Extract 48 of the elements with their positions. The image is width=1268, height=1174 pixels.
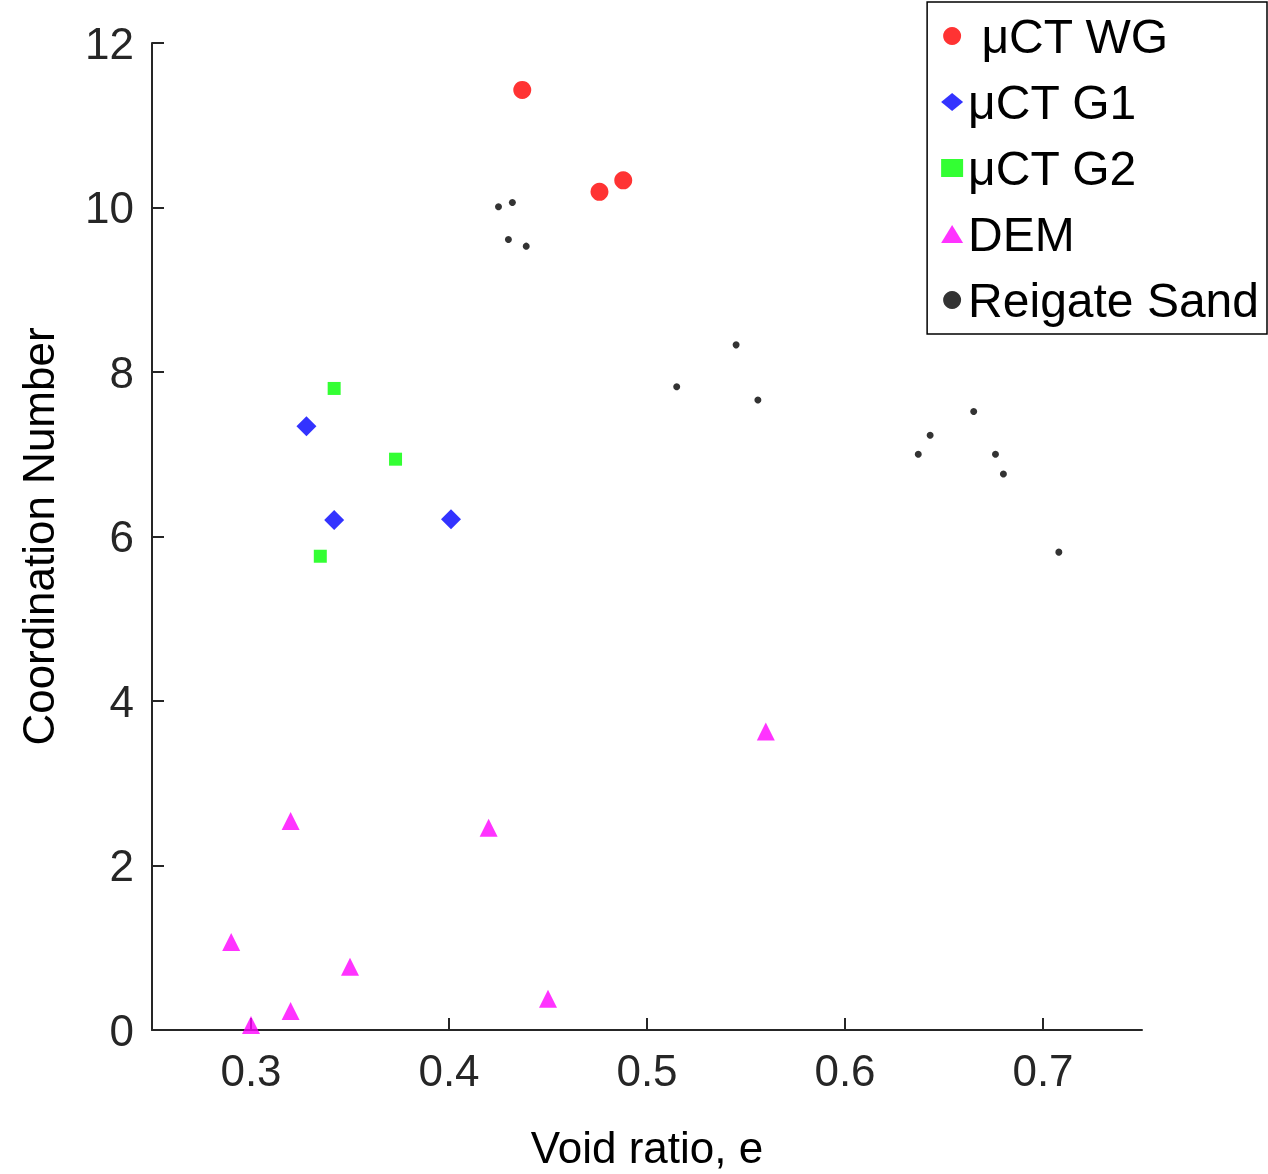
point [495, 203, 502, 211]
y-tick-label: 12 [85, 18, 134, 68]
y-tick-label: 0 [109, 1005, 134, 1055]
x-tick-label: 0.7 [1012, 1045, 1074, 1095]
x-tick-label: 0.6 [814, 1045, 876, 1095]
point [324, 510, 345, 531]
y-tick-label: 10 [85, 183, 134, 232]
point [440, 509, 461, 530]
point [242, 1016, 260, 1035]
point [313, 549, 327, 563]
point [281, 1002, 300, 1021]
x-tick-label: 0.4 [418, 1045, 480, 1095]
point [504, 236, 512, 244]
point [1055, 548, 1063, 556]
point [508, 199, 516, 207]
point [999, 470, 1007, 478]
legend-label: Reigate Sand [968, 273, 1260, 327]
point [756, 722, 775, 741]
legend-label: μCT WG [968, 9, 1169, 63]
legend-label: μCT G2 [968, 141, 1137, 195]
x-axis-title: Void ratio, e [530, 1122, 764, 1172]
point [991, 450, 999, 458]
point [539, 989, 557, 1008]
legend-label: DEM [968, 207, 1075, 261]
point [914, 450, 922, 458]
y-axis-title: Coordination Number [13, 327, 63, 746]
point [222, 932, 241, 951]
point [614, 171, 633, 190]
point [513, 80, 532, 99]
point [389, 452, 403, 466]
point [673, 383, 681, 391]
y-tick-label: 4 [109, 676, 134, 726]
point [926, 431, 934, 439]
x-tick-label: 0.3 [220, 1045, 282, 1095]
point [341, 957, 359, 976]
point [590, 182, 609, 201]
point [522, 242, 530, 250]
y-tick-label: 6 [109, 512, 134, 561]
point [327, 381, 341, 395]
point [970, 407, 978, 415]
x-tick-label: 0.5 [616, 1045, 678, 1095]
point [281, 812, 300, 831]
legend-label: μCT G1 [968, 75, 1137, 129]
point [296, 416, 317, 437]
point [479, 818, 498, 837]
point [732, 341, 740, 349]
y-tick-label: 2 [109, 841, 134, 890]
y-tick-label: 8 [109, 347, 134, 397]
